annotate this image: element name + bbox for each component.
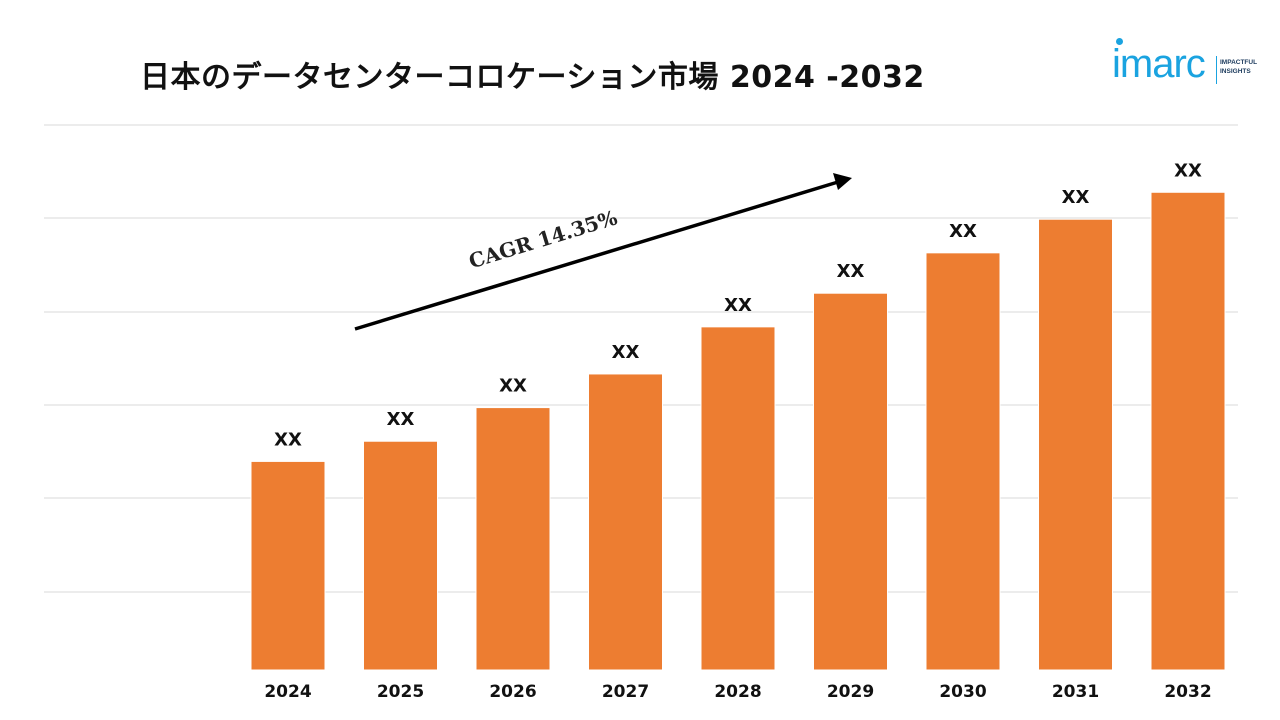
bar-2026 — [475, 407, 551, 671]
x-tick-2031: 2031 — [1052, 682, 1099, 702]
logo-tagline-line2: INSIGHTS — [1220, 68, 1251, 75]
cagr-label: CAGR 14.35% — [466, 205, 620, 273]
bar-2027 — [588, 373, 663, 671]
bars — [250, 191, 1226, 671]
bar-2024 — [250, 460, 326, 671]
x-tick-2030: 2030 — [939, 682, 986, 702]
bar-2030 — [925, 252, 1001, 671]
logo-word: imarc — [1112, 42, 1206, 86]
cagr-arrow-line — [354, 180, 839, 331]
cagr-arrowhead-icon — [833, 173, 852, 190]
bar-2029 — [813, 292, 888, 671]
x-tick-2032: 2032 — [1164, 682, 1211, 702]
bar-2028 — [700, 326, 776, 671]
bar-2032 — [1150, 191, 1226, 671]
bar-2031 — [1038, 218, 1113, 671]
data-label-2027: XX — [612, 342, 640, 363]
chart-title: 日本のデータセンターコロケーション市場 2024 -2032 — [140, 60, 925, 95]
data-label-2028: XX — [724, 295, 752, 316]
x-tick-2025: 2025 — [377, 682, 424, 702]
x-tick-labels: 2024 2025 2026 2027 2028 2029 2030 2031 2032 — [264, 682, 1211, 702]
logo-tagline-line1: IMPACTFUL — [1220, 59, 1258, 66]
data-labels: XX XX XX XX XX XX XX XX XX — [274, 160, 1202, 450]
logo-tagline: IMPACTFUL INSIGHTS — [1220, 58, 1262, 76]
x-tick-2029: 2029 — [827, 682, 874, 702]
data-label-2024: XX — [274, 429, 302, 450]
x-tick-2027: 2027 — [602, 682, 649, 702]
cagr-annotation: CAGR 14.35% — [354, 173, 852, 331]
data-label-2029: XX — [837, 261, 865, 282]
data-label-2025: XX — [387, 409, 415, 430]
data-label-2032: XX — [1174, 160, 1202, 181]
logo-dot-icon — [1116, 38, 1123, 45]
x-tick-2026: 2026 — [489, 682, 536, 702]
x-tick-2024: 2024 — [264, 682, 311, 702]
logo-separator — [1216, 56, 1217, 84]
imarc-logo: imarc IMPACTFUL INSIGHTS — [1112, 38, 1262, 90]
x-tick-2028: 2028 — [714, 682, 761, 702]
data-label-2031: XX — [1062, 187, 1090, 208]
data-label-2030: XX — [949, 221, 977, 242]
data-label-2026: XX — [499, 376, 527, 397]
bar-2025 — [363, 440, 438, 671]
